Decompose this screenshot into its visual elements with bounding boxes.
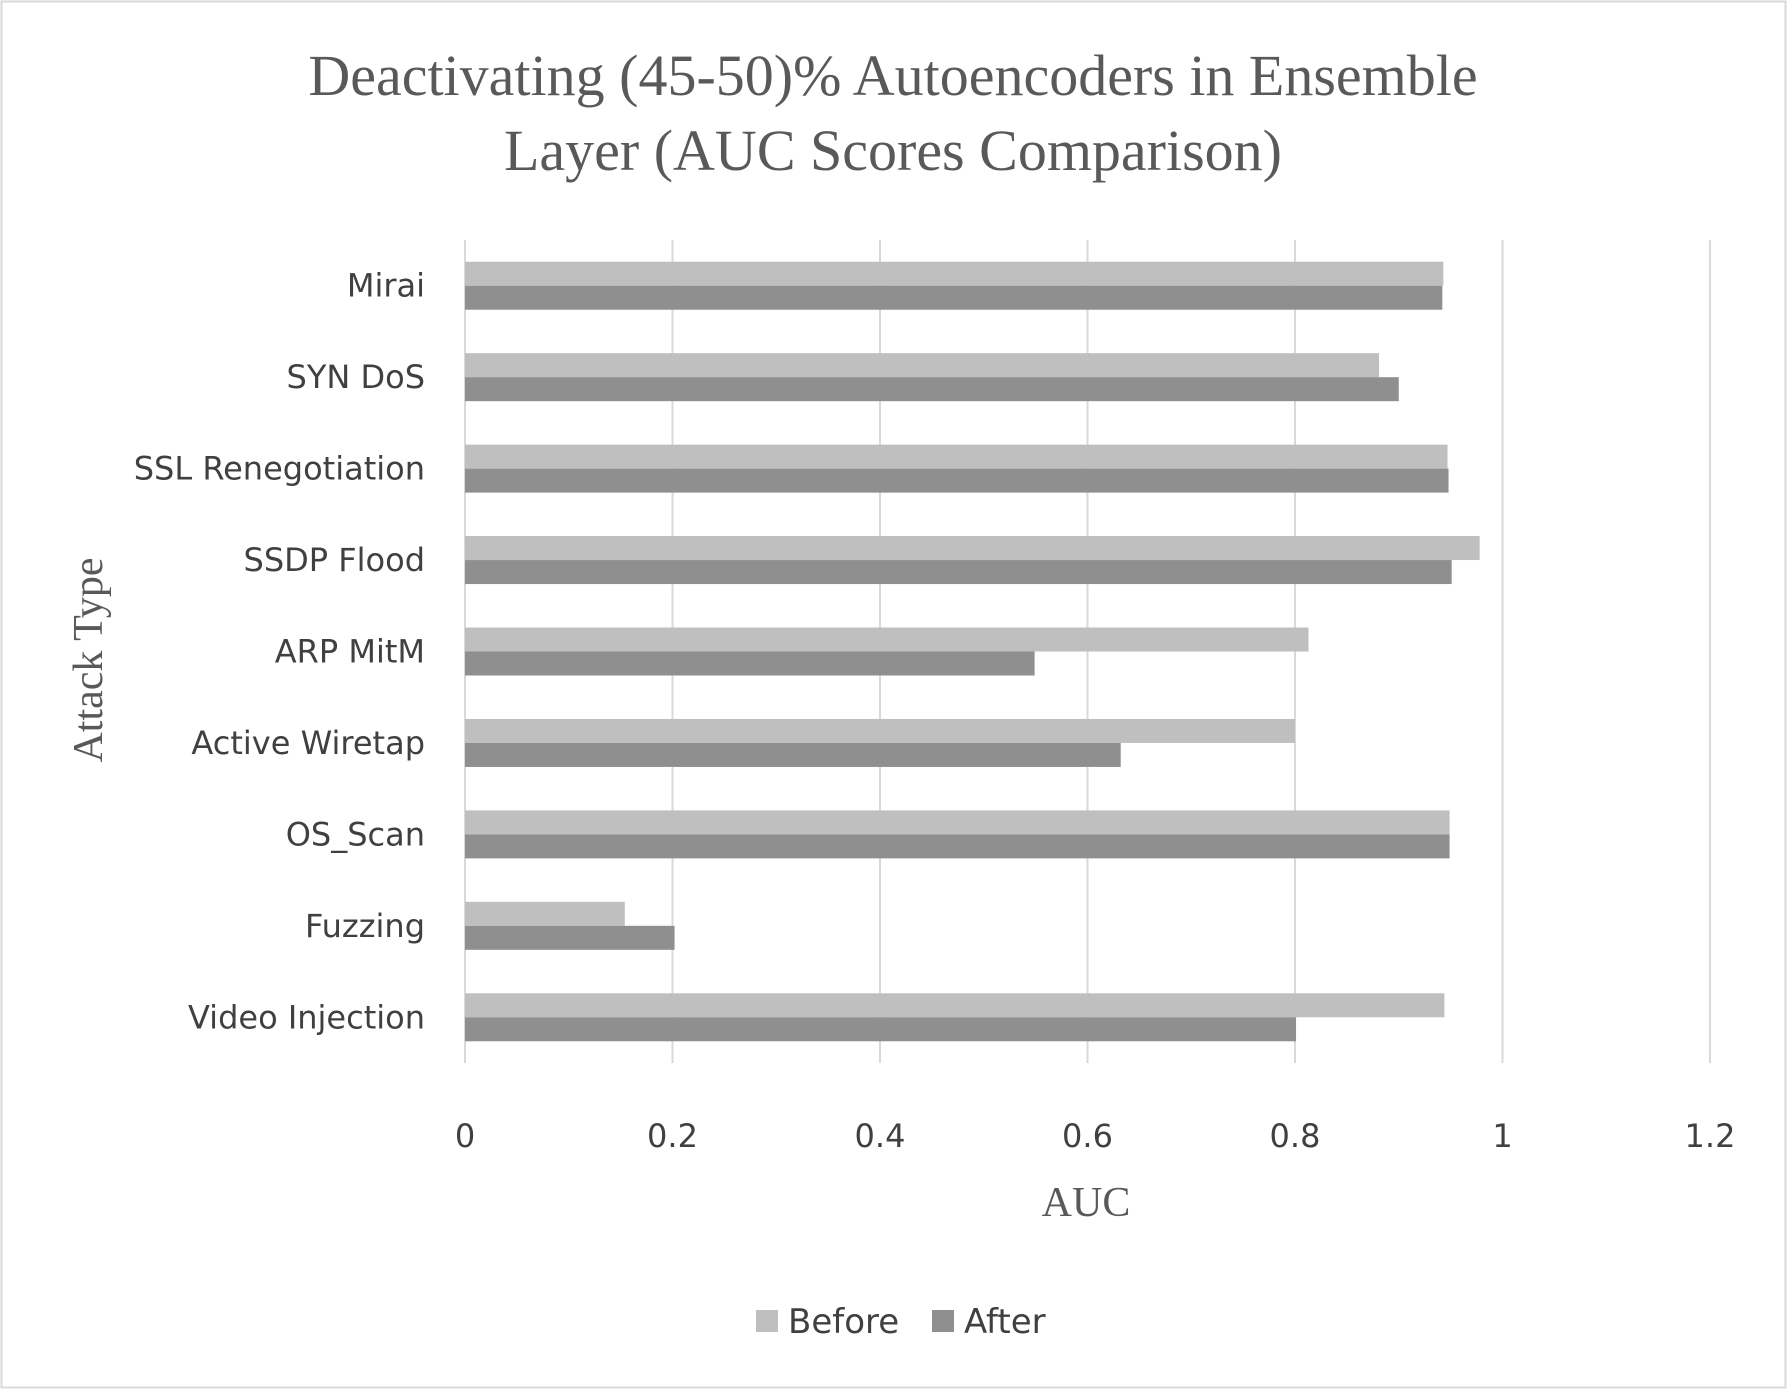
bar-before — [465, 444, 1448, 469]
category-label: Fuzzing — [305, 907, 425, 945]
bar-after — [465, 285, 1443, 310]
bar-after — [465, 651, 1035, 676]
legend-swatch-before — [756, 1310, 778, 1332]
category-label: Mirai — [347, 267, 425, 305]
bar-before — [465, 261, 1444, 286]
chart-title-line-1: Deactivating (45-50)% Autoencoders in En… — [308, 43, 1477, 108]
category-label: SYN DoS — [287, 358, 426, 396]
x-tick-label: 0 — [455, 1117, 475, 1155]
bar-after — [465, 834, 1450, 859]
bar-after — [465, 468, 1449, 493]
bar-before — [465, 536, 1480, 561]
category-label: SSDP Flood — [244, 541, 426, 579]
bar-before — [465, 901, 625, 926]
bar-after — [465, 1017, 1297, 1042]
bar-after — [465, 925, 675, 950]
bar-before — [465, 810, 1450, 835]
chart-title-line-2: Layer (AUC Scores Comparison) — [504, 118, 1282, 183]
bars — [465, 261, 1480, 1042]
x-tick-labels: 0 0.2 0.4 0.6 0.8 1 1.2 — [455, 1117, 1736, 1155]
x-tick-label: 0.2 — [647, 1117, 698, 1155]
category-label: Video Injection — [188, 998, 425, 1036]
x-axis-title: AUC — [1042, 1180, 1131, 1226]
category-label: ARP MitM — [275, 633, 425, 671]
bar-before — [465, 353, 1380, 378]
category-labels: Mirai SYN DoS SSL Renegotiation SSDP Flood A… — [134, 267, 425, 1037]
legend-label-before: Before — [788, 1302, 899, 1342]
category-label: SSL Renegotiation — [134, 450, 425, 488]
x-tick-label: 1.2 — [1685, 1117, 1736, 1155]
bar-after — [465, 742, 1121, 767]
x-tick-label: 0.6 — [1062, 1117, 1113, 1155]
legend: Before After — [756, 1302, 1046, 1342]
x-tick-label: 1 — [1492, 1117, 1512, 1155]
bar-after — [465, 560, 1452, 585]
bar-before — [465, 627, 1309, 652]
x-tick-label: 0.8 — [1270, 1117, 1321, 1155]
category-label: Active Wiretap — [191, 724, 425, 762]
legend-swatch-after — [932, 1310, 954, 1332]
legend-label-after: After — [964, 1302, 1046, 1342]
x-tick-label: 0.4 — [855, 1117, 906, 1155]
bar-before — [465, 718, 1295, 743]
bar-before — [465, 993, 1445, 1018]
category-label: OS_Scan — [286, 815, 425, 853]
y-axis-title: Attack Type — [66, 557, 112, 762]
bar-after — [465, 377, 1399, 402]
